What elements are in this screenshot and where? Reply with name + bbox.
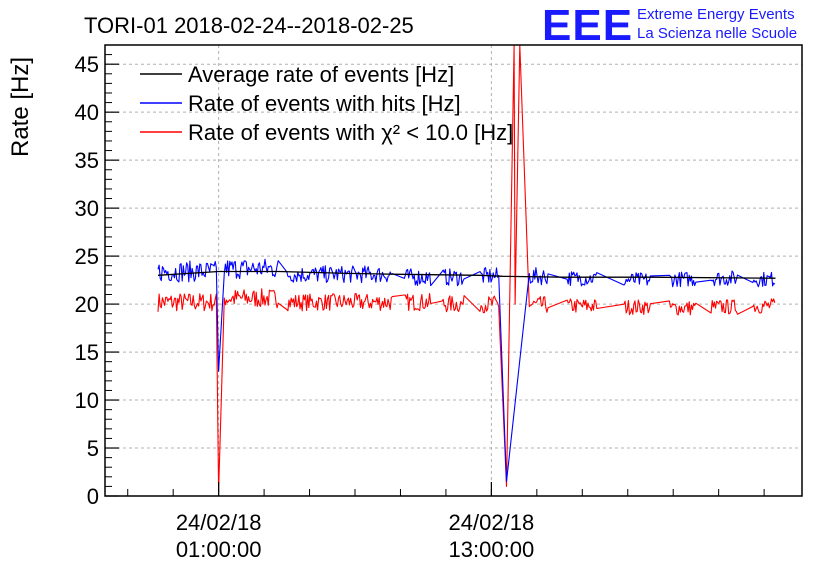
legend-label-0: Average rate of events [Hz] — [188, 62, 454, 87]
legend: Average rate of events [Hz] Rate of event… — [140, 62, 513, 145]
legend-label-2: Rate of events with χ² < 10.0 [Hz] — [188, 120, 513, 145]
logo-line-1: Extreme Energy Events — [637, 6, 795, 23]
series-lines — [157, 44, 776, 492]
logo-mark: EEE — [542, 1, 633, 50]
y-tick-label-0: 0 — [87, 484, 99, 509]
plot-frame — [104, 44, 803, 497]
y-tick-label-25: 25 — [75, 244, 99, 269]
series-line-2 — [157, 44, 776, 492]
x-tick-time-0: 01:00:00 — [176, 537, 262, 562]
y-axis-ticks: 0 5 10 15 20 25 30 35 40 45 — [75, 44, 119, 509]
series-line-0 — [157, 270, 776, 279]
y-tick-label-10: 10 — [75, 388, 99, 413]
x-tick-time-1: 13:00:00 — [449, 537, 535, 562]
y-tick-label-5: 5 — [87, 436, 99, 461]
logo-line-2: La Scienza nelle Scuole — [637, 25, 797, 42]
y-tick-label-30: 30 — [75, 196, 99, 221]
y-tick-label-35: 35 — [75, 148, 99, 173]
legend-label-1: Rate of events with hits [Hz] — [188, 91, 461, 116]
y-tick-label-15: 15 — [75, 340, 99, 365]
y-tick-label-20: 20 — [75, 292, 99, 317]
eee-logo: EEE Extreme Energy Events La Scienza nel… — [542, 1, 797, 50]
chart-title: TORI-01 2018-02-24--2018-02-25 — [84, 13, 414, 38]
y-tick-label-45: 45 — [75, 52, 99, 77]
x-tick-date-0: 24/02/18 — [176, 510, 262, 535]
y-tick-label-40: 40 — [75, 100, 99, 125]
y-axis-title: Rate [Hz] — [7, 57, 34, 157]
x-tick-date-1: 24/02/18 — [449, 510, 535, 535]
